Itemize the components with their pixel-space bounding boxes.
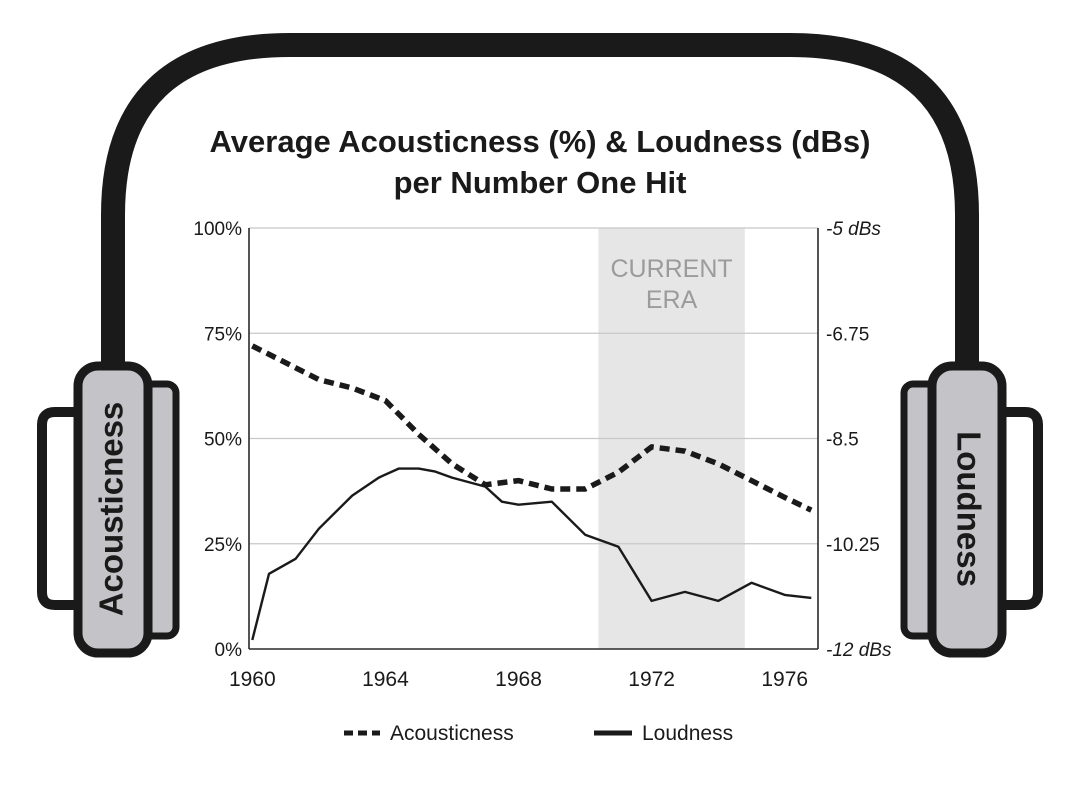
y-left-tick-label: 75% (204, 324, 242, 345)
x-tick-label: 1972 (628, 668, 675, 691)
headband (101, 33, 979, 372)
x-tick-label: 1964 (362, 668, 409, 691)
chart-title-line-2: per Number One Hit (394, 165, 687, 200)
right-ear-cup (927, 361, 1007, 658)
gridlines (249, 332, 818, 545)
headphones-icon (37, 33, 1043, 658)
x-tick-label: 1968 (495, 668, 542, 691)
axis-ticks: 0% 25% 50% 75% 100% -12 dBs -10.25 -8.5 -6.75 -5 … (193, 219, 892, 691)
left-ear-label: Acousticness (93, 402, 130, 617)
chart-title-line-1: Average Acousticness (%) & Loudness (dBs… (210, 124, 871, 159)
series-group (251, 343, 813, 641)
y-right-tick-label: -5 dBs (826, 219, 881, 240)
y-right-tick-label: -6.75 (826, 324, 869, 345)
y-right-tick-label: -12 dBs (826, 640, 892, 661)
x-tick-label: 1976 (761, 668, 808, 691)
y-right-tick-label: -8.5 (826, 430, 859, 451)
series-line-loudness (251, 467, 812, 641)
y-left-tick-label: 0% (215, 640, 243, 661)
right-ear-label: Loudness (950, 431, 987, 587)
y-left-tick-label: 50% (204, 430, 242, 451)
legend-label-loudness: Loudness (642, 722, 733, 745)
left-ear-cup (73, 361, 153, 658)
legend: Acousticness Loudness (344, 722, 733, 745)
plot-frame (248, 227, 819, 650)
left-ear-handle (37, 407, 83, 610)
series-line-acousticness (251, 343, 813, 513)
current-era-label-line-2: ERA (646, 286, 698, 314)
x-tick-label: 1960 (229, 668, 276, 691)
current-era-label-line-1: CURRENT (610, 255, 732, 283)
y-left-tick-label: 25% (204, 535, 242, 556)
legend-label-acousticness: Acousticness (390, 722, 514, 745)
y-left-tick-label: 100% (193, 219, 242, 240)
right-ear-handle (997, 407, 1043, 610)
y-right-tick-label: -10.25 (826, 535, 880, 556)
